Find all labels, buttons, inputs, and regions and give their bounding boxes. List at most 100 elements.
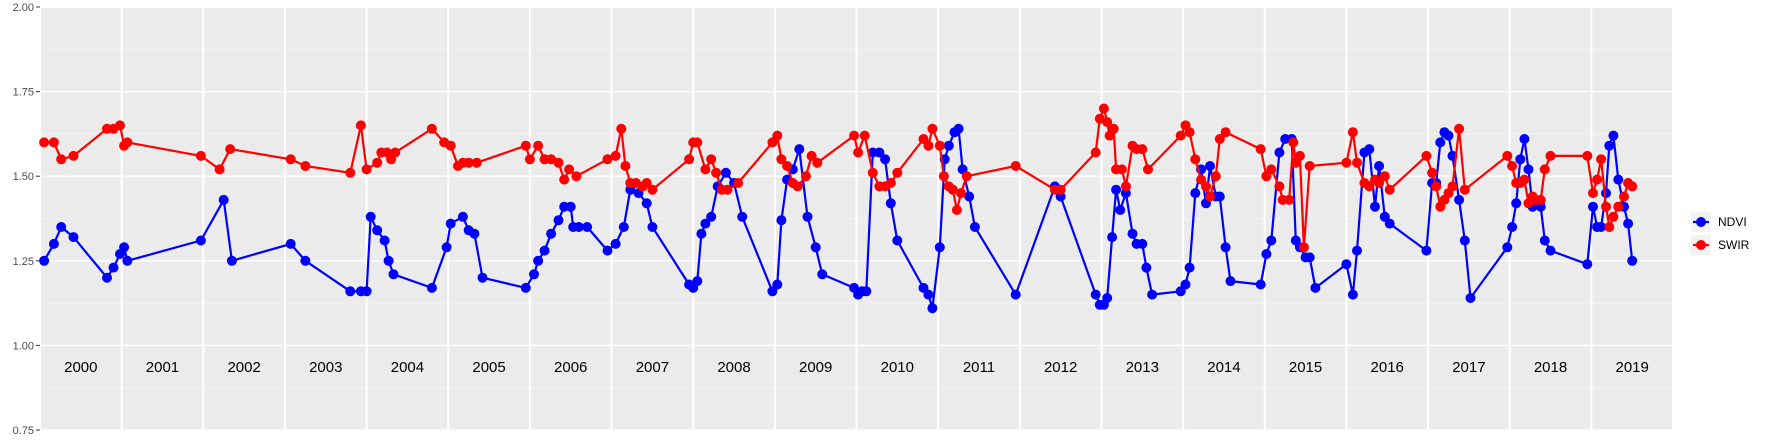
data-point-ndvi [1010,289,1021,300]
data-point-swir [812,157,823,168]
data-point-ndvi [861,286,872,297]
data-point-swir [471,157,482,168]
data-point-swir [426,123,437,134]
legend: NDVI SWIR [1691,212,1750,255]
data-point-ndvi [927,303,938,314]
data-point-swir [1116,164,1127,175]
y-tick-label: 1.00 [13,340,34,352]
data-point-ndvi [1261,249,1272,259]
data-point-swir [1120,181,1131,192]
data-point-swir [1459,184,1470,195]
data-point-swir [684,154,695,165]
year-label: 2007 [636,359,669,376]
data-point-swir [733,178,744,188]
data-point-swir [1352,157,1362,168]
data-point-swir [1304,161,1315,171]
data-point-swir [610,150,621,161]
data-point-swir [1201,181,1211,192]
data-point-swir [947,184,958,195]
data-point-ndvi [1341,259,1352,270]
data-point-ndvi [1180,279,1191,290]
data-point-swir [1175,130,1186,141]
year-label: 2004 [391,359,424,376]
data-point-swir [463,157,474,168]
data-point-swir [1347,127,1358,138]
data-point-ndvi [379,235,390,246]
data-point-ndvi [477,272,488,283]
data-point-ndvi [1613,174,1624,185]
data-point-swir [647,184,658,195]
data-point-ndvi [285,238,296,249]
data-point-ndvi [892,235,903,246]
y-tick-label: 2.00 [13,2,34,14]
data-point-swir [1447,181,1458,192]
year-label: 2009 [799,359,832,376]
data-point-ndvi [365,211,376,222]
year-label: 2012 [1044,359,1077,376]
data-point-ndvi [1225,276,1236,287]
legend-label: SWIR [1718,238,1750,252]
data-point-swir [1108,123,1119,134]
data-point-ndvi [885,198,896,209]
data-point-swir [938,171,949,182]
data-point-swir [923,140,934,151]
data-point-swir [1519,174,1530,185]
data-point-ndvi [1454,194,1465,205]
data-point-swir [1596,154,1607,165]
data-point-ndvi [102,272,112,283]
plot-panel: 2000 2001 2002 2003 2004 2005 2006 2007 2008 2009… [39,6,1674,431]
data-point-swir [1137,144,1148,155]
data-point-ndvi [720,167,731,178]
data-point-swir [776,154,787,165]
year-label: 2013 [1126,359,1159,376]
year-label: 2008 [717,359,750,376]
data-point-swir [722,184,733,195]
data-point-ndvi [969,222,980,232]
data-point-swir [1098,103,1109,114]
data-point-ndvi [1304,252,1315,263]
data-point-ndvi [964,191,975,202]
data-point-ndvi [195,235,206,246]
year-label: 2014 [1207,359,1240,376]
data-point-swir [885,178,896,188]
data-point-ndvi [1090,289,1101,300]
data-point-ndvi [1465,293,1476,303]
data-point-swir [533,140,544,151]
data-point-ndvi [1519,134,1530,144]
data-point-ndvi [1102,293,1113,303]
data-point-swir [225,144,236,155]
data-point-swir [641,178,652,188]
data-point-swir [1205,191,1215,202]
data-point-ndvi [1384,218,1395,229]
legend-key-point [1696,217,1706,227]
data-point-ndvi [56,222,67,232]
data-point-ndvi [802,211,813,222]
data-point-ndvi [520,282,531,293]
data-point-ndvi [1107,232,1118,243]
data-point-ndvi [445,218,456,229]
data-point-swir [1090,147,1101,158]
data-point-ndvi [122,255,133,266]
data-point-swir [285,154,296,165]
data-point-swir [1184,127,1195,138]
data-point-ndvi [1220,242,1231,253]
data-point-swir [361,164,372,175]
data-point-ndvi [1255,279,1266,290]
data-point-ndvi [372,225,383,236]
y-tick-label: 1.50 [13,171,34,183]
data-point-swir [1601,201,1611,212]
data-point-ndvi [565,201,576,212]
data-point-swir [1431,181,1442,192]
data-point-swir [355,120,366,131]
data-point-swir [1608,211,1619,222]
data-point-swir [1507,161,1518,171]
data-point-ndvi [1111,184,1122,195]
data-point-ndvi [1214,191,1225,202]
data-point-ndvi [1184,262,1195,273]
data-point-swir [892,167,903,178]
data-point-ndvi [529,269,539,280]
data-point-swir [300,161,311,171]
data-point-ndvi [539,245,550,256]
data-point-ndvi [1604,140,1615,151]
